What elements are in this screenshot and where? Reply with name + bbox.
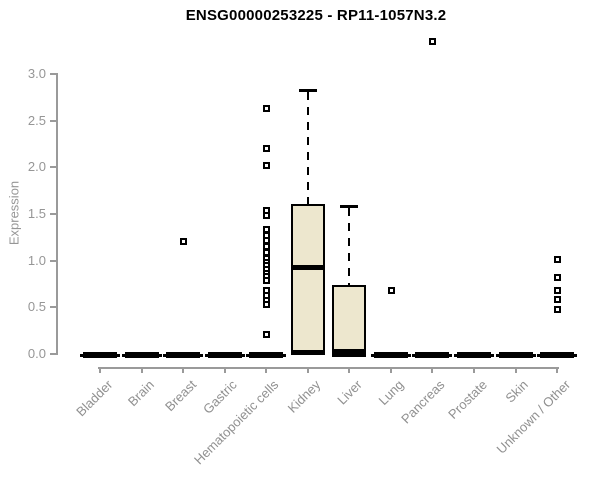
box (332, 284, 367, 357)
y-axis-tick (50, 259, 56, 262)
upper-whisker (306, 91, 309, 204)
y-axis-tick (50, 213, 56, 215)
x-axis-tick (99, 367, 101, 373)
outlier-point (263, 331, 271, 339)
x-axis-tick (182, 367, 185, 373)
y-axis-tick (50, 306, 56, 309)
x-axis-line (98, 367, 560, 369)
y-tick-label: 3.0 (27, 66, 46, 81)
collapsed-box (540, 352, 575, 358)
box (290, 203, 325, 356)
outlier-point (263, 225, 271, 233)
x-axis-tick (348, 367, 351, 373)
y-axis-tick (50, 166, 56, 169)
outlier-point (387, 286, 395, 294)
x-axis-tick (556, 367, 559, 373)
collapsed-box (166, 352, 201, 358)
x-axis-tick (514, 367, 517, 373)
box-bottom-bar (290, 350, 325, 356)
x-tick-label: Breast (161, 377, 199, 415)
upper-whisker-cap (298, 88, 317, 92)
upper-whisker (348, 207, 351, 285)
collapsed-box (456, 352, 491, 358)
y-tick-label: 2.0 (27, 159, 46, 175)
y-axis-line (56, 73, 58, 355)
collapsed-box (373, 352, 408, 358)
outlier-point (263, 104, 271, 112)
x-axis-tick (389, 367, 392, 373)
y-tick-label: 1.0 (27, 252, 46, 268)
outlier-point (554, 295, 562, 303)
x-tick-label: Kidney (284, 377, 324, 416)
median-line (332, 349, 367, 355)
chart-title: ENSG00000253225 - RP11-1057N3.2 (185, 7, 447, 24)
y-axis-tick (50, 119, 56, 122)
outlier-point (263, 301, 271, 309)
outlier-point (263, 162, 271, 170)
x-tick-label: Bladder (73, 377, 116, 420)
x-axis-tick (431, 367, 434, 373)
collapsed-box (498, 352, 533, 358)
x-tick-label: Skin (502, 377, 532, 406)
median-line (290, 265, 325, 271)
outlier-point (180, 238, 188, 245)
box-bottom-bar (332, 352, 367, 357)
upper-whisker-cap (340, 204, 359, 208)
outlier-point (554, 274, 562, 282)
x-axis-tick (140, 367, 143, 373)
x-tick-label: Liver (334, 377, 365, 408)
outlier-point (429, 38, 437, 46)
collapsed-box (83, 352, 117, 358)
x-tick-label: Lung (375, 377, 407, 409)
y-tick-label: 0.5 (27, 299, 46, 315)
y-tick-label: 2.5 (27, 112, 46, 128)
outlier-point (263, 277, 271, 285)
collapsed-box (415, 352, 450, 358)
outlier-point (263, 211, 271, 219)
outlier-point (554, 286, 562, 294)
y-tick-label: 1.5 (27, 206, 46, 221)
y-axis-tick (50, 73, 56, 75)
collapsed-box (124, 352, 159, 358)
x-tick-label: Pancreas (398, 377, 449, 427)
x-tick-label: Brain (125, 377, 158, 410)
x-axis-tick (265, 367, 268, 373)
x-tick-label: Gastric (200, 377, 241, 417)
x-tick-label: Unknown / Other (493, 377, 573, 457)
outlier-point (263, 242, 271, 250)
collapsed-box (249, 352, 284, 358)
x-axis-tick (223, 367, 226, 373)
y-tick-label: 0.0 (27, 346, 46, 361)
outlier-point (554, 306, 562, 314)
x-tick-label: Prostate (444, 377, 490, 422)
y-axis-tick (50, 353, 56, 355)
x-axis-tick (306, 367, 309, 373)
x-axis-tick (472, 367, 475, 373)
outlier-point (263, 144, 271, 152)
outlier-point (554, 255, 562, 263)
collapsed-box (207, 352, 242, 358)
